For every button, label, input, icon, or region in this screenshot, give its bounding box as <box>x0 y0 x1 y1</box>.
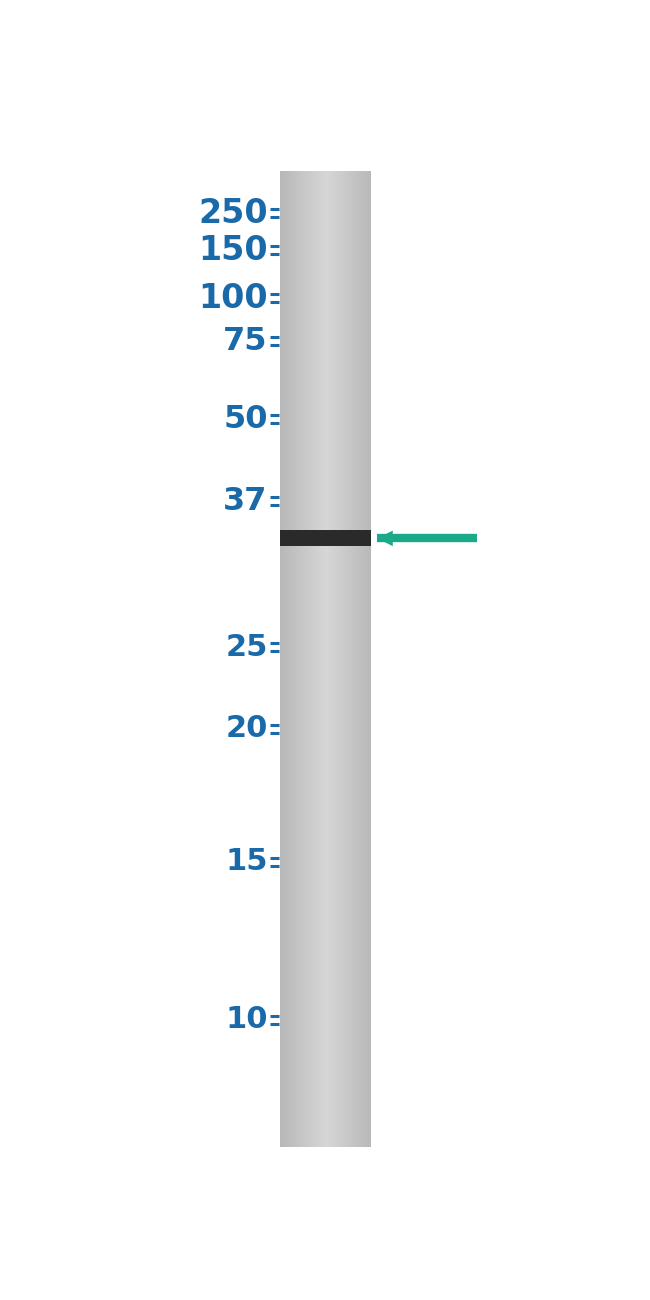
Text: 15: 15 <box>225 848 268 876</box>
Bar <box>350 172 351 1147</box>
Bar <box>363 172 365 1147</box>
Bar <box>369 172 371 1147</box>
Bar <box>356 172 358 1147</box>
Bar <box>288 172 289 1147</box>
Bar <box>365 172 367 1147</box>
Bar <box>332 172 333 1147</box>
Bar <box>368 172 369 1147</box>
Bar <box>285 172 286 1147</box>
Bar <box>362 172 363 1147</box>
Bar <box>318 172 320 1147</box>
Bar <box>342 172 344 1147</box>
Bar <box>283 172 285 1147</box>
Bar <box>329 172 330 1147</box>
Text: 25: 25 <box>226 633 268 662</box>
Bar <box>324 172 326 1147</box>
Bar <box>280 530 371 546</box>
Bar <box>345 172 346 1147</box>
Bar <box>327 172 329 1147</box>
Bar <box>339 172 341 1147</box>
Bar <box>358 172 359 1147</box>
Bar <box>312 172 313 1147</box>
Bar <box>313 172 315 1147</box>
Bar <box>333 172 335 1147</box>
Text: 250: 250 <box>198 196 268 230</box>
Bar <box>317 172 318 1147</box>
Bar <box>291 172 292 1147</box>
Bar <box>280 172 281 1147</box>
Bar <box>304 172 306 1147</box>
Text: 20: 20 <box>226 714 268 744</box>
Bar <box>367 172 368 1147</box>
Bar <box>326 172 327 1147</box>
Bar <box>346 172 348 1147</box>
Text: 75: 75 <box>223 326 268 356</box>
Bar <box>300 172 302 1147</box>
Text: 100: 100 <box>198 282 268 315</box>
Bar <box>306 172 307 1147</box>
Bar <box>359 172 360 1147</box>
Text: 150: 150 <box>198 234 268 266</box>
Bar <box>348 172 350 1147</box>
Bar <box>354 172 356 1147</box>
Text: 37: 37 <box>223 486 268 517</box>
Bar <box>344 172 345 1147</box>
Bar <box>335 172 336 1147</box>
Bar <box>297 172 298 1147</box>
Bar <box>298 172 300 1147</box>
Bar <box>292 172 294 1147</box>
Bar <box>341 172 342 1147</box>
Bar <box>302 172 303 1147</box>
Bar <box>330 172 332 1147</box>
Bar <box>281 172 283 1147</box>
Bar <box>351 172 353 1147</box>
Bar <box>309 172 311 1147</box>
Bar <box>307 172 309 1147</box>
Bar <box>321 172 322 1147</box>
Bar <box>289 172 291 1147</box>
Bar <box>303 172 304 1147</box>
Bar <box>322 172 324 1147</box>
Text: 10: 10 <box>225 1005 268 1035</box>
Bar <box>286 172 288 1147</box>
Bar <box>337 172 339 1147</box>
Bar <box>295 172 297 1147</box>
Bar <box>311 172 312 1147</box>
Bar <box>315 172 317 1147</box>
Text: 50: 50 <box>223 404 268 434</box>
Bar <box>336 172 337 1147</box>
Bar <box>294 172 295 1147</box>
Bar <box>360 172 362 1147</box>
Bar <box>353 172 354 1147</box>
Bar <box>320 172 321 1147</box>
